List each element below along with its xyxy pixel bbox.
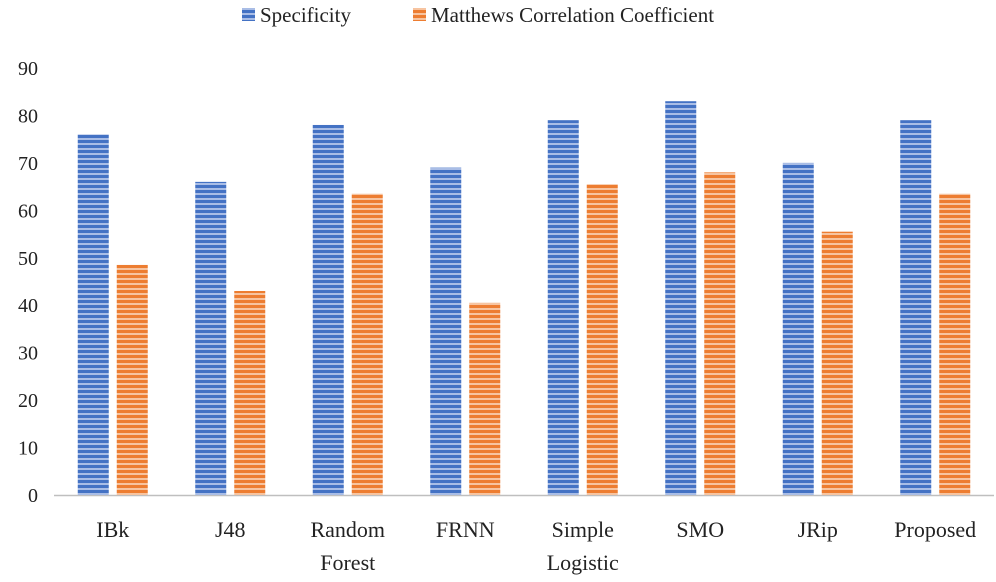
- x-category-label: IBk: [96, 517, 129, 542]
- legend-label-specificity: Specificity: [260, 3, 351, 27]
- bar-specificity: [77, 134, 109, 495]
- legend-swatch-specificity: [242, 8, 255, 21]
- y-tick-label: 30: [18, 343, 38, 365]
- bar-mcc: [586, 184, 618, 495]
- y-axis-ticks: 0 10 20 30 40 50 60 70 80 90: [18, 58, 38, 507]
- bar-mcc: [469, 302, 501, 495]
- bar-mcc: [939, 193, 971, 495]
- bar-mcc: [351, 193, 383, 495]
- bar-specificity: [547, 120, 579, 495]
- y-tick-label: 60: [18, 200, 38, 222]
- y-tick-label: 40: [18, 295, 38, 317]
- x-category-label: FRNN: [436, 517, 495, 542]
- bars: [77, 101, 971, 495]
- x-category-label: Proposed: [894, 517, 976, 542]
- x-category-label: Random Forest: [310, 517, 385, 575]
- y-tick-label: 20: [18, 390, 38, 412]
- y-tick-label: 90: [18, 58, 38, 80]
- y-tick-label: 50: [18, 248, 38, 270]
- bar-mcc: [704, 172, 736, 495]
- x-axis-labels: IBk J48 Random Forest FRNN Simple Logistic SMO J…: [96, 517, 976, 575]
- legend-label-mcc: Matthews Correlation Coefficient: [431, 3, 714, 27]
- legend: Specificity Matthews Correlation Coeffici…: [242, 3, 714, 27]
- legend-swatch-mcc: [413, 8, 426, 21]
- x-category-label: SMO: [676, 517, 724, 542]
- y-tick-label: 10: [18, 438, 38, 460]
- bar-specificity: [665, 101, 697, 495]
- bar-specificity: [195, 181, 227, 495]
- bar-specificity: [782, 162, 814, 495]
- y-tick-label: 80: [18, 105, 38, 127]
- x-category-label: Simple Logistic: [547, 517, 619, 575]
- y-tick-label: 0: [28, 485, 38, 507]
- bar-specificity: [312, 124, 344, 495]
- bar-specificity: [430, 167, 462, 495]
- bar-mcc: [234, 290, 266, 495]
- x-category-label: JRip: [798, 517, 838, 542]
- bar-mcc: [116, 264, 148, 495]
- bar-mcc: [821, 231, 853, 495]
- bar-specificity: [900, 120, 932, 495]
- x-category-label: J48: [215, 517, 246, 542]
- y-tick-label: 70: [18, 153, 38, 175]
